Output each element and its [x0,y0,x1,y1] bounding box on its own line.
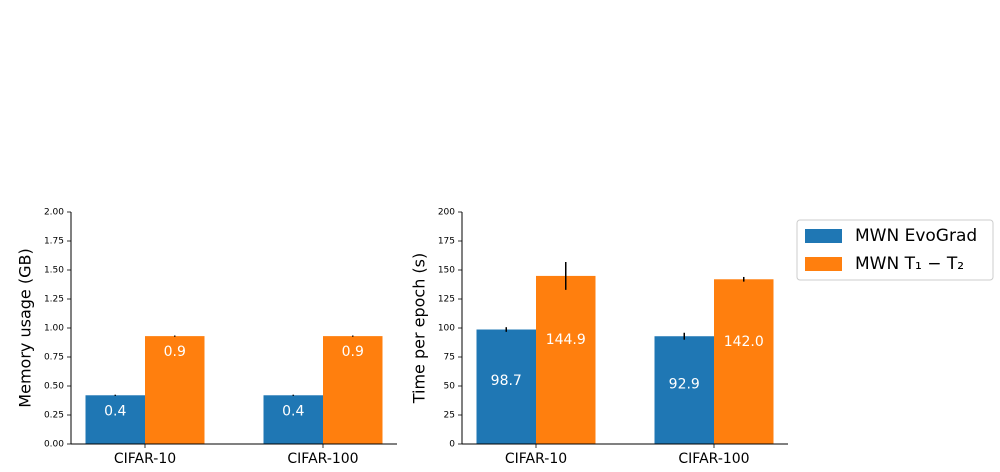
value-label: 98.7 [491,373,522,389]
y-tick-label: 100 [438,324,455,334]
y-tick-label: 1.25 [44,295,64,305]
y-tick-label: 0.50 [44,382,64,392]
y-tick-label: 175 [438,237,455,247]
bar [476,329,536,444]
bar [654,336,714,444]
bar [323,336,383,444]
value-label: 0.4 [282,403,304,419]
x-tick-label: CIFAR-10 [114,451,176,467]
value-label: 144.9 [546,332,586,348]
legend-swatch [805,229,842,243]
x-tick-label: CIFAR-100 [678,451,749,467]
y-tick-label: 1.50 [44,266,64,276]
bar [536,275,596,444]
y-axis-label: Time per epoch (s) [410,253,429,405]
value-label: 0.9 [164,344,186,360]
bar [714,279,774,444]
y-tick-label: 150 [438,266,455,276]
y-tick-label: 0 [449,440,455,450]
x-tick-label: CIFAR-100 [287,451,358,467]
y-tick-label: 1.75 [44,237,64,247]
bar [263,395,323,444]
y-tick-label: 0.25 [44,411,64,421]
y-tick-label: 25 [444,411,455,421]
value-label: 92.9 [669,377,700,393]
y-tick-label: 0.00 [44,440,64,450]
y-tick-label: 125 [438,295,455,305]
legend-swatch [805,257,842,271]
value-label: 0.9 [342,344,364,360]
bar [145,336,205,444]
value-label: 0.4 [104,403,126,419]
y-tick-label: 200 [438,208,455,218]
y-axis-label: Memory usage (GB) [16,248,35,407]
legend: MWN EvoGrad MWN T₁ − T₂ [796,219,994,281]
legend-frame [796,219,994,281]
y-tick-label: 1.00 [44,324,64,334]
y-tick-label: 0.75 [44,353,64,363]
y-tick-label: 75 [444,353,455,363]
x-tick-label: CIFAR-10 [505,451,567,467]
legend-label: MWN EvoGrad [855,226,977,246]
bar [85,395,145,444]
y-tick-label: 2.00 [44,208,64,218]
value-label: 142.0 [724,334,764,350]
legend-label: MWN T₁ − T₂ [855,254,964,274]
y-tick-label: 50 [444,382,456,392]
